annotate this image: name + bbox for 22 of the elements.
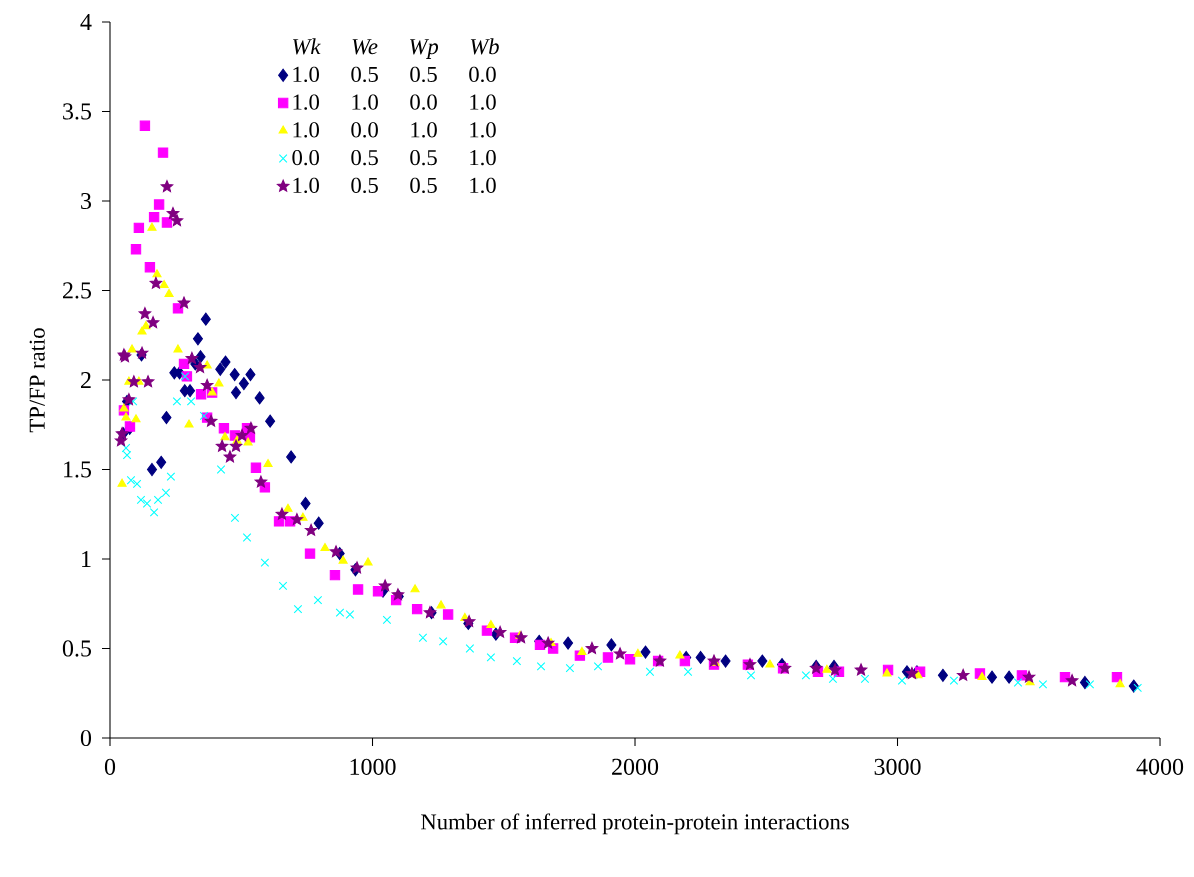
legend-label: 0.0 0.5 0.5 1.0 — [292, 149, 496, 166]
y-tick-label: 1.5 — [64, 461, 92, 478]
legend-title: Wk We Wp Wb — [293, 38, 499, 59]
legend-label: 1.0 1.0 0.0 1.0 — [293, 94, 496, 110]
x-axis-title: Number of inferred protein-protein interactions — [421, 813, 849, 835]
legend-label: 1.0 0.0 1.0 1.0 — [293, 122, 496, 138]
legend-label: 1.0 0.5 0.5 0.0 — [293, 66, 496, 83]
x-tick-label: 4000 — [1136, 758, 1184, 775]
y-tick-label: 2 — [81, 372, 91, 388]
legend-label: 1.0 0.5 0.5 1.0 — [293, 177, 496, 194]
y-tick-label: 3 — [81, 192, 92, 210]
y-tick-label: 1 — [82, 551, 91, 567]
y-tick-label: 4 — [80, 14, 92, 30]
x-tick-label: 2000 — [612, 758, 659, 775]
y-tick-label: 3.5 — [63, 103, 92, 120]
y-axis-title: TP/FP ratio — [29, 328, 45, 433]
y-tick-label: 0.5 — [62, 640, 92, 657]
x-tick-label: 3000 — [874, 758, 921, 775]
y-tick-label: 2.5 — [63, 282, 92, 299]
x-tick-label: 0 — [104, 758, 116, 775]
x-tick-label: 1000 — [350, 758, 396, 775]
y-tick-label: 0 — [80, 729, 92, 747]
